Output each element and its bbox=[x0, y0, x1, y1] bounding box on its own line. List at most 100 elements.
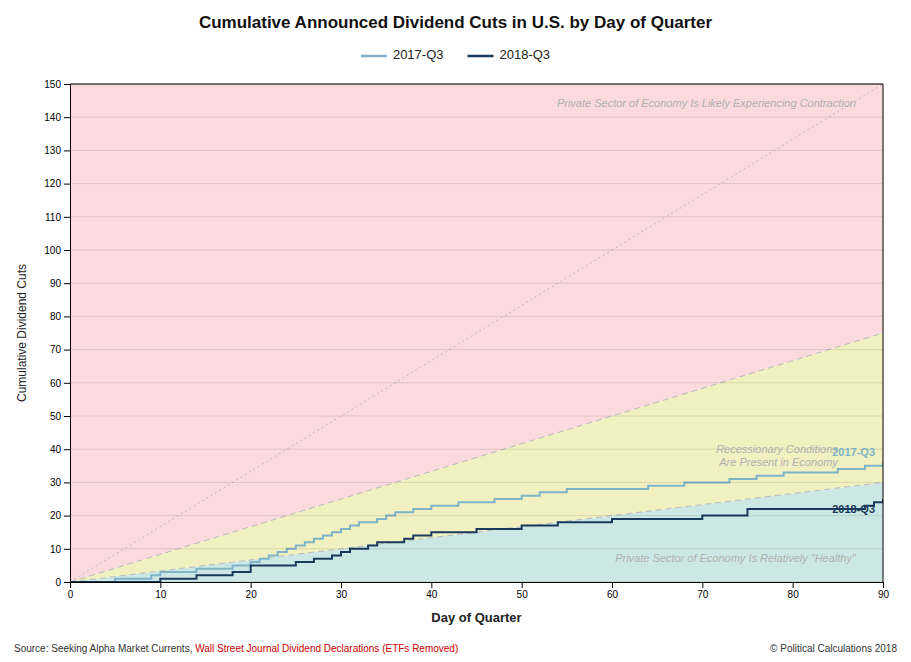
tick: 40 bbox=[50, 444, 70, 455]
tick: 10 bbox=[50, 544, 70, 555]
frame-line bbox=[70, 84, 883, 85]
grid-line bbox=[70, 150, 883, 151]
annotation: Private Sector of Economy Is Likely Expe… bbox=[557, 97, 856, 109]
tick-label: 70 bbox=[697, 589, 709, 600]
chart: 0102030405060708090010203040506070809010… bbox=[0, 0, 911, 662]
tick-mark bbox=[702, 582, 703, 588]
source: Source: Seeking Alpha Market Currents, W… bbox=[14, 643, 458, 654]
tick-mark bbox=[64, 184, 70, 185]
tick: 70 bbox=[50, 344, 70, 355]
tick-label: 40 bbox=[426, 589, 438, 600]
tick: 100 bbox=[44, 245, 70, 256]
tick-label: 30 bbox=[336, 589, 348, 600]
tick-label: 50 bbox=[517, 589, 529, 600]
legend: 2017-Q32018-Q3 bbox=[361, 47, 550, 62]
tick-label: 90 bbox=[50, 278, 62, 289]
tick-label: 80 bbox=[50, 311, 62, 322]
boundary-line bbox=[70, 482, 883, 582]
grid-line bbox=[70, 316, 883, 317]
annotations: Private Sector of Economy Is Relatively … bbox=[557, 97, 875, 564]
grid-line bbox=[70, 216, 883, 217]
grid-line bbox=[70, 416, 883, 417]
tick-label: 140 bbox=[44, 112, 61, 123]
tick-mark bbox=[64, 316, 70, 317]
grid-line bbox=[70, 283, 883, 284]
tick-mark bbox=[64, 150, 70, 151]
source-part: Source: Seeking Alpha Market Currents, bbox=[14, 643, 195, 654]
tick-label: 150 bbox=[44, 79, 61, 90]
copyright: © Political Calculations 2018 bbox=[770, 643, 897, 654]
tick: 50 bbox=[50, 411, 70, 422]
grid-line bbox=[70, 548, 883, 549]
series-line bbox=[70, 499, 883, 582]
grid-line bbox=[70, 515, 883, 516]
tick-label: 130 bbox=[44, 145, 61, 156]
tick-label: 70 bbox=[50, 344, 62, 355]
tick: 80 bbox=[788, 582, 800, 600]
title: Cumulative Announced Dividend Cuts in U.… bbox=[199, 13, 713, 32]
annotation: Are Present in Economy bbox=[718, 456, 839, 468]
grid-line bbox=[70, 117, 883, 118]
tick-label: 10 bbox=[50, 544, 62, 555]
tick-mark bbox=[431, 582, 432, 588]
series-label: 2017-Q3 bbox=[832, 446, 875, 458]
zone bbox=[70, 84, 883, 582]
tick-mark bbox=[64, 449, 70, 450]
legend-item: 2017-Q3 bbox=[361, 47, 444, 62]
tick: 40 bbox=[426, 582, 438, 600]
tick-mark bbox=[64, 482, 70, 483]
boundary-line bbox=[70, 333, 883, 582]
tick-mark bbox=[64, 217, 70, 218]
tick-mark bbox=[64, 383, 70, 384]
tick-mark bbox=[64, 350, 70, 351]
tick-mark bbox=[64, 283, 70, 284]
tick: 140 bbox=[44, 112, 70, 123]
tick-label: 10 bbox=[155, 589, 167, 600]
tick: 60 bbox=[50, 378, 70, 389]
grid-line bbox=[70, 183, 883, 184]
tick: 130 bbox=[44, 145, 70, 156]
tick-label: 20 bbox=[50, 510, 62, 521]
tick-mark bbox=[793, 582, 794, 588]
tick: 120 bbox=[44, 178, 70, 189]
tick: 30 bbox=[50, 477, 70, 488]
tick: 10 bbox=[155, 582, 167, 600]
tick-mark bbox=[160, 582, 161, 588]
boundary-line bbox=[70, 84, 883, 582]
series-label: 2018-Q3 bbox=[832, 503, 875, 515]
tick-mark bbox=[883, 582, 884, 588]
tick-label: 110 bbox=[45, 212, 61, 223]
tick-mark bbox=[64, 516, 70, 517]
tick: 30 bbox=[336, 582, 348, 600]
y-axis-title: Cumulative Dividend Cuts bbox=[15, 264, 29, 402]
plot-area: 0102030405060708090010203040506070809010… bbox=[44, 79, 889, 600]
axis-line bbox=[71, 583, 884, 589]
tick-mark bbox=[64, 582, 70, 583]
tick: 20 bbox=[246, 582, 258, 600]
tick-label: 0 bbox=[55, 577, 61, 588]
frame-line bbox=[883, 84, 884, 582]
annotation: Private Sector of Economy Is Relatively … bbox=[615, 552, 857, 564]
tick: 20 bbox=[50, 510, 70, 521]
grid-line bbox=[70, 250, 883, 251]
marks bbox=[70, 84, 883, 582]
tick-mark bbox=[64, 416, 70, 417]
y-axis: 0 10 20 30 40 50 60 70 80 90 100 110 120 130 140 150 bbox=[44, 79, 70, 588]
tick-mark bbox=[251, 582, 252, 588]
legend-swatch bbox=[361, 55, 387, 58]
tick-label: 20 bbox=[246, 589, 258, 600]
tick-label: 100 bbox=[44, 245, 61, 256]
tick: 0 bbox=[68, 582, 74, 600]
grid-line bbox=[70, 349, 883, 350]
grid-line bbox=[70, 382, 883, 383]
tick-label: 30 bbox=[50, 477, 62, 488]
tick: 90 bbox=[878, 582, 890, 600]
tick: 150 bbox=[44, 79, 70, 90]
tick: 50 bbox=[517, 582, 529, 600]
annotation: Recessionary Conditions bbox=[716, 443, 838, 455]
tick: 0 bbox=[55, 577, 70, 588]
tick-label: 120 bbox=[44, 178, 61, 189]
legend-label: 2017-Q3 bbox=[393, 47, 444, 62]
series-line bbox=[70, 462, 883, 582]
source-part: Wall Street Journal Dividend Declaration… bbox=[195, 643, 458, 654]
